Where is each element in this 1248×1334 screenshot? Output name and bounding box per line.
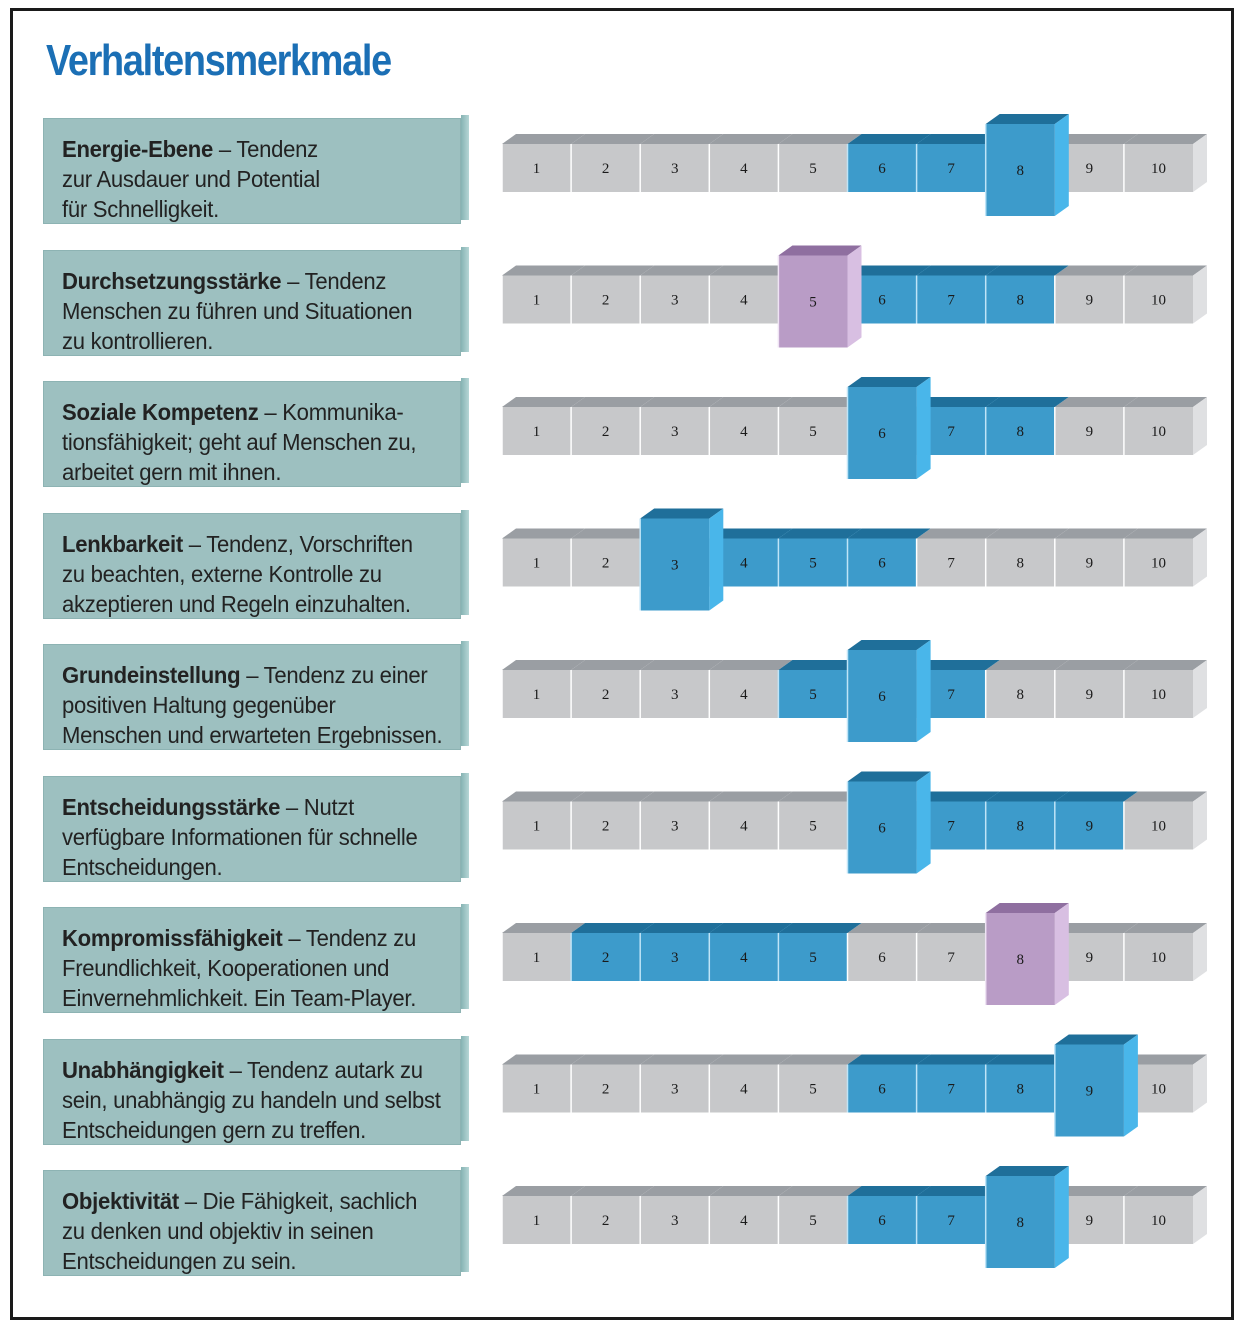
trait-description: Durchsetzungsstärke – Tendenz Menschen zu…	[62, 266, 431, 356]
trait-name: Kompromissfähigkeit	[62, 925, 283, 951]
trait-desc-3: für Schnelligkeit.	[62, 196, 220, 222]
trait-desc-1: – Tendenz autark zu	[223, 1056, 423, 1083]
box-side-edge	[461, 904, 469, 1009]
trait-description: Grundeinstellung – Tendenz zu einer posit…	[62, 660, 443, 750]
box-side-edge	[461, 378, 469, 483]
trait-label-box: Unabhängigkeit – Tendenz autark zu sein, …	[43, 1035, 469, 1145]
trait-description: Soziale Kompetenz – Kommunika-tionsfähig…	[62, 397, 431, 487]
trait-label-box: Entscheidungsstärke – Nutzt verfügbare In…	[43, 772, 469, 882]
trait-name: Grundeinstellung	[62, 662, 241, 688]
trait-desc-1: – Die Fähigkeit, sachlich	[178, 1188, 418, 1214]
trait-desc-2: tionsfähigkeit; geht auf Menschen zu,	[62, 429, 417, 455]
trait-desc-2: positiven Haltung gegenüber	[62, 692, 336, 718]
trait-desc-3: Entscheidungen gern zu treffen.	[62, 1116, 367, 1143]
trait-label-box: Grundeinstellung – Tendenz zu einer posit…	[43, 641, 469, 750]
trait-label-box: Objektivität – Die Fähigkeit, sachlich zu…	[43, 1167, 469, 1276]
trait-desc-3: Einvernehmlichkeit. Ein Team-Player.	[62, 985, 417, 1011]
page-title: Verhaltensmerkmale	[46, 36, 392, 85]
trait-desc-1: – Tendenz, Vorschriften	[182, 530, 413, 557]
trait-desc-2: zu denken und objektiv in seinen	[62, 1218, 374, 1244]
trait-label-box: Kompromissfähigkeit – Tendenz zu Freundli…	[43, 904, 469, 1013]
box-side-edge	[461, 772, 469, 878]
trait-desc-1: – Nutzt	[280, 793, 354, 820]
trait-description: Energie-Ebene – Tendenz zur Ausdauer und …	[62, 134, 431, 224]
trait-desc-3: akzeptieren und Regeln einzuhalten.	[62, 590, 411, 617]
trait-label-box: Lenkbarkeit – Tendenz, Vorschriften zu be…	[43, 509, 469, 619]
trait-name: Energie-Ebene	[62, 136, 214, 162]
trait-name: Objektivität	[62, 1188, 179, 1214]
trait-desc-2: Freundlichkeit, Kooperationen und	[62, 955, 390, 981]
trait-desc-2: Menschen zu führen und Situationen	[62, 297, 413, 324]
trait-name: Unabhängigkeit	[62, 1056, 224, 1083]
box-side-edge	[461, 115, 469, 220]
trait-desc-1: – Tendenz	[213, 136, 318, 162]
trait-desc-1: – Tendenz	[281, 267, 387, 294]
trait-label-box: Durchsetzungsstärke – Tendenz Menschen zu…	[43, 246, 469, 356]
trait-name: Soziale Kompetenz	[62, 399, 259, 425]
trait-desc-1: – Tendenz zu	[282, 925, 416, 951]
trait-desc-3: zu kontrollieren.	[62, 327, 214, 354]
trait-label-box: Energie-Ebene – Tendenz zur Ausdauer und …	[43, 115, 469, 224]
box-side-edge	[461, 641, 469, 746]
trait-description: Entscheidungsstärke – Nutzt verfügbare In…	[62, 792, 431, 882]
trait-name: Entscheidungsstärke	[62, 793, 281, 820]
trait-description: Unabhängigkeit – Tendenz autark zu sein, …	[62, 1055, 441, 1145]
trait-name: Lenkbarkeit	[62, 530, 183, 557]
trait-desc-2: zu beachten, externe Kontrolle zu	[62, 560, 382, 587]
trait-name: Durchsetzungsstärke	[62, 267, 282, 294]
trait-desc-3: Entscheidungen zu sein.	[62, 1248, 297, 1274]
trait-desc-1: – Tendenz zu einer	[240, 662, 428, 688]
trait-desc-1: – Kommunika-	[258, 399, 404, 425]
box-side-edge	[461, 509, 469, 615]
box-side-edge	[461, 246, 469, 352]
trait-label-box: Soziale Kompetenz – Kommunika-tionsfähig…	[43, 378, 469, 487]
trait-description: Lenkbarkeit – Tendenz, Vorschriften zu be…	[62, 529, 431, 619]
trait-description: Objektivität – Die Fähigkeit, sachlich zu…	[62, 1186, 431, 1276]
trait-desc-2: verfügbare Informationen für schnelle	[62, 823, 418, 850]
trait-desc-2: zur Ausdauer und Potential	[62, 166, 320, 192]
trait-description: Kompromissfähigkeit – Tendenz zu Freundli…	[62, 923, 431, 1013]
trait-desc-2: sein, unabhängig zu handeln und selbst	[62, 1086, 441, 1113]
trait-desc-3: Entscheidungen.	[62, 853, 223, 880]
box-side-edge	[461, 1035, 469, 1141]
trait-desc-3: arbeitet gern mit ihnen.	[62, 459, 282, 485]
box-side-edge	[461, 1167, 469, 1272]
trait-desc-3: Menschen und erwarteten Ergebnissen.	[62, 722, 443, 748]
